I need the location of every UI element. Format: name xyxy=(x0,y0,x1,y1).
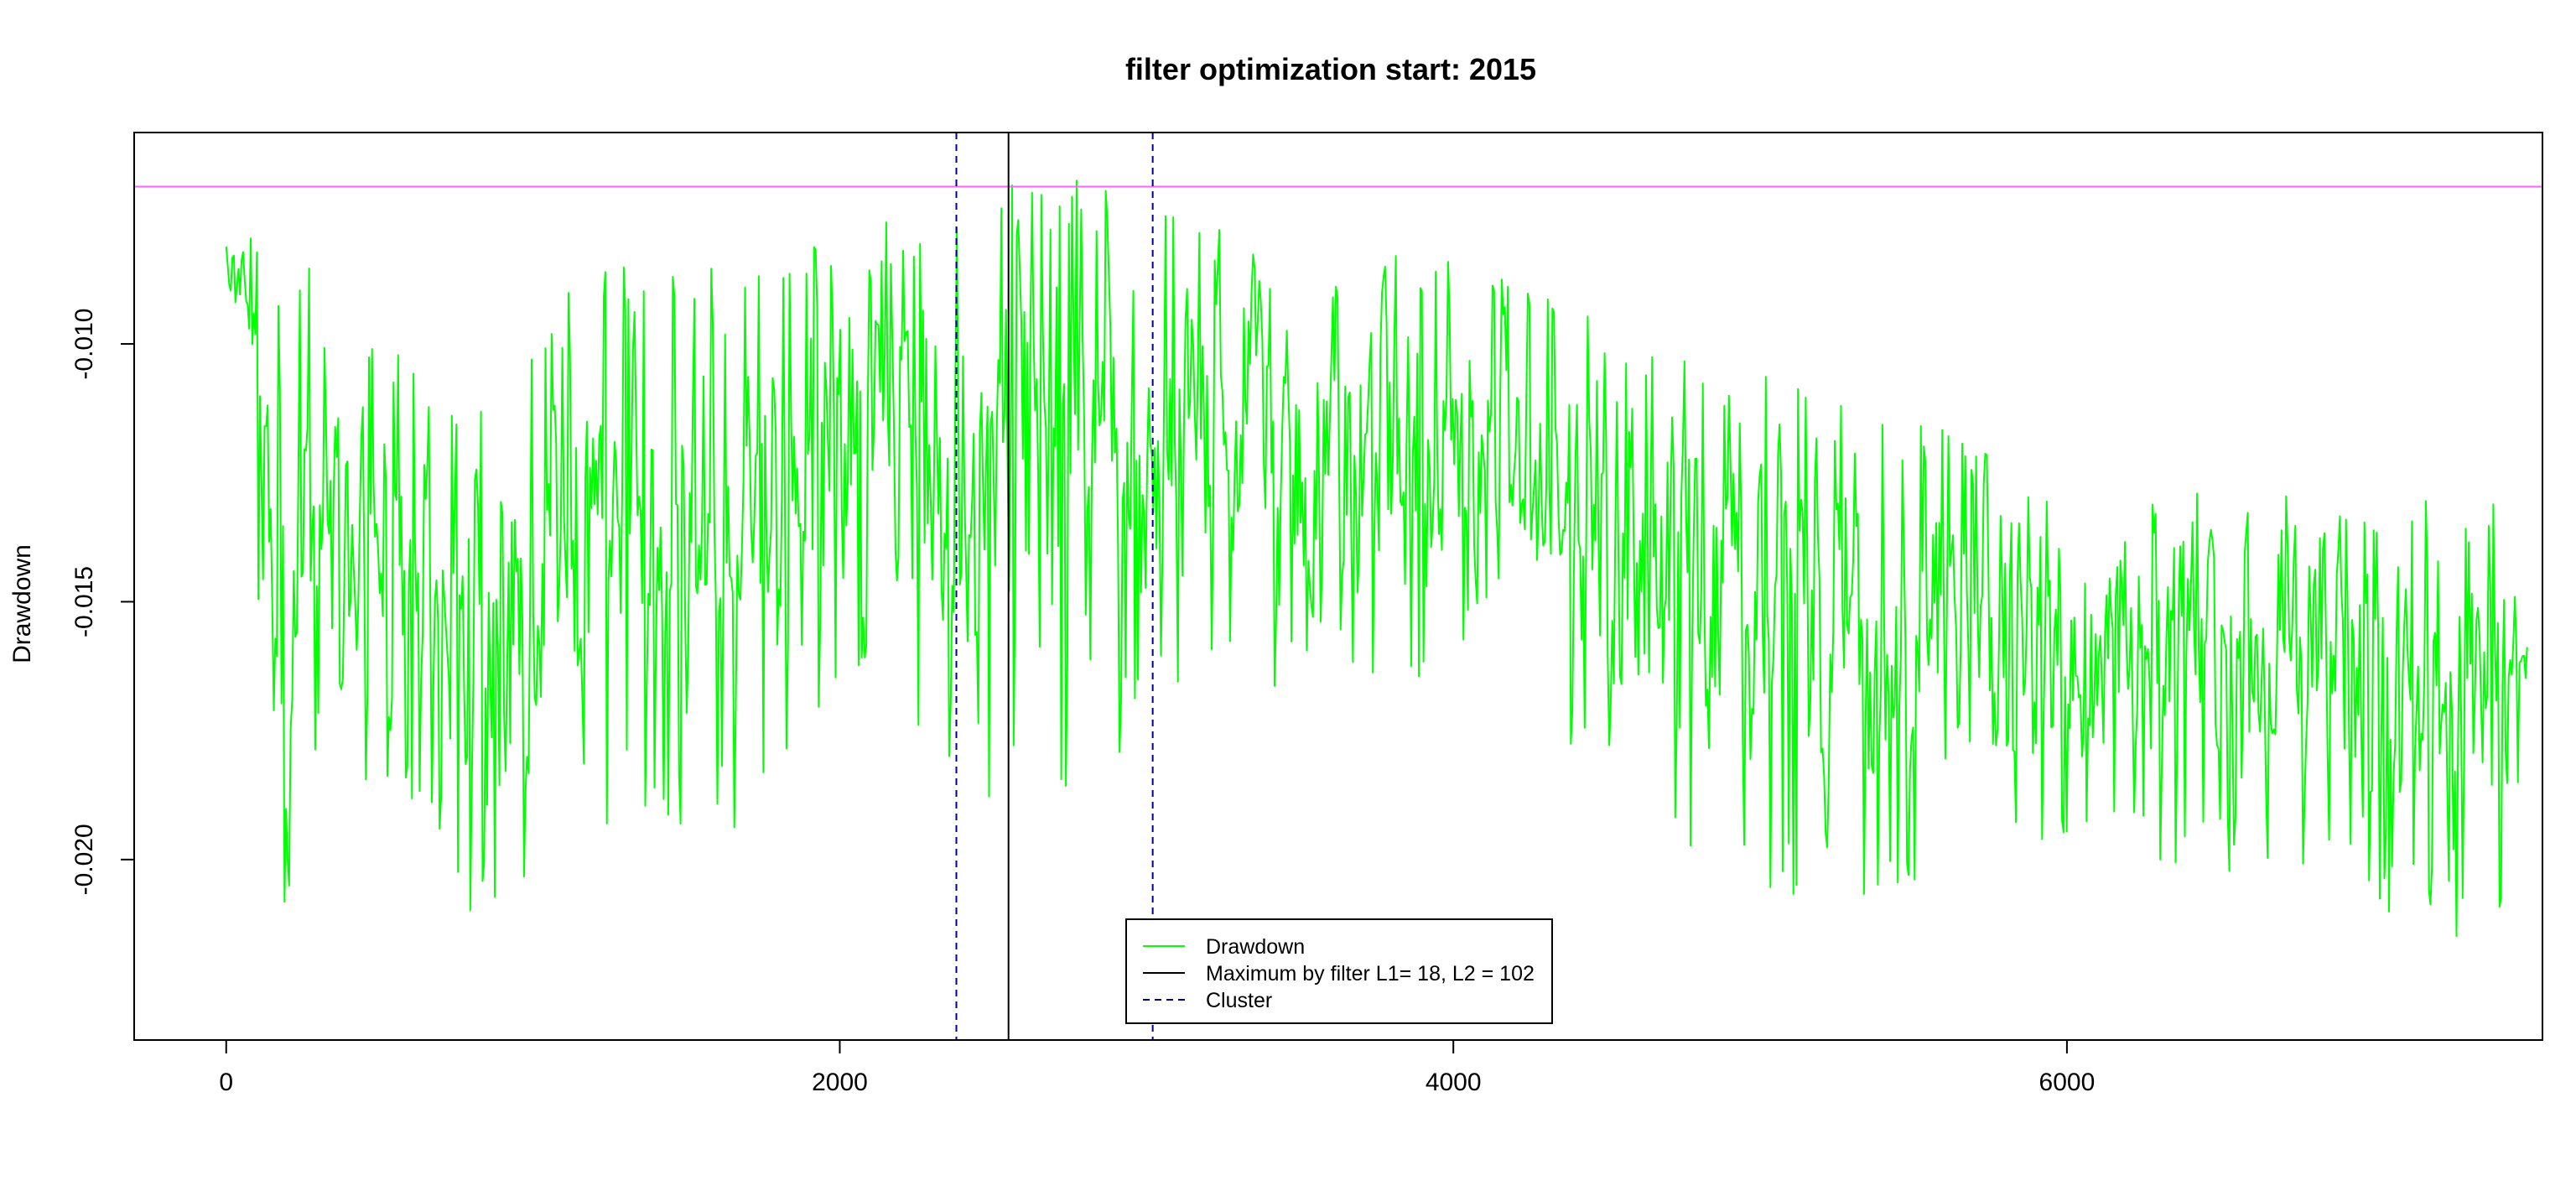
legend-label-drawdown: Drawdown xyxy=(1206,935,1305,959)
x-tick-label: 2000 xyxy=(812,1069,868,1096)
y-tick-label: -0.010 xyxy=(70,309,98,380)
y-axis-label: Drawdown xyxy=(8,544,36,663)
x-tick-label: 6000 xyxy=(2039,1069,2096,1096)
vertical-lines xyxy=(134,133,2542,1040)
drawdown-series-line xyxy=(225,179,2528,938)
legend-box xyxy=(1125,918,1553,1024)
x-tick-label: 0 xyxy=(219,1069,233,1096)
y-tick-label: -0.015 xyxy=(70,566,98,637)
series-layer xyxy=(225,179,2528,938)
y-axis: -0.010 -0.015 -0.020 xyxy=(70,309,135,895)
plot-area xyxy=(134,133,2542,1040)
legend-label-cluster: Cluster xyxy=(1206,989,1272,1012)
legend: Drawdown Maximum by filter L1= 18, L2 = … xyxy=(1125,918,1553,1024)
legend-label-maximum: Maximum by filter L1= 18, L2 = 102 xyxy=(1206,962,1535,986)
x-tick-label: 4000 xyxy=(1426,1069,1482,1096)
x-axis: 0 2000 4000 6000 xyxy=(219,1039,2096,1096)
y-tick-label: -0.020 xyxy=(70,824,98,895)
chart-title: filter optimization start: 2015 xyxy=(1125,52,1536,86)
